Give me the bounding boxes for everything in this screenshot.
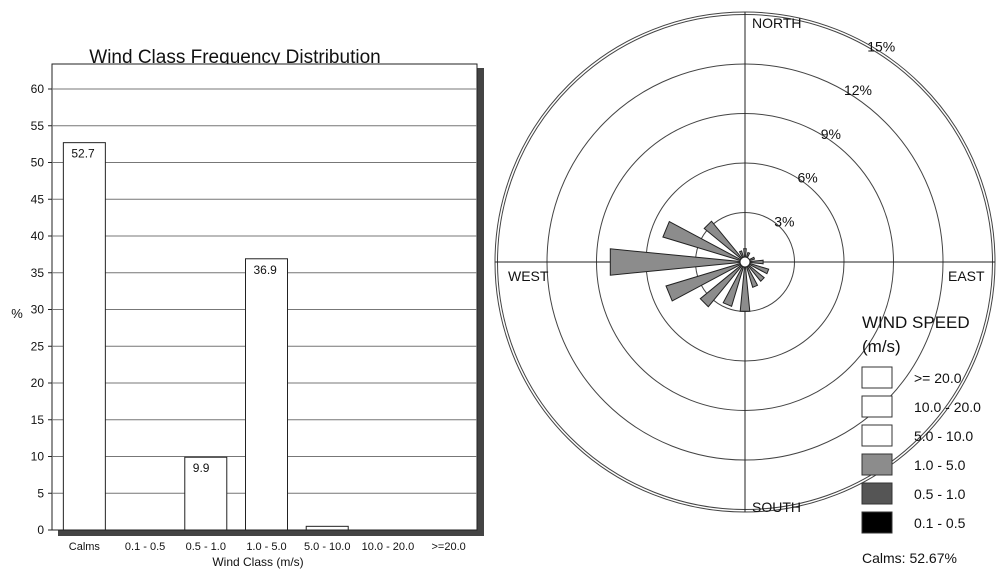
x-tick-label: >=20.0 bbox=[432, 541, 466, 553]
west-label: WEST bbox=[508, 268, 549, 284]
legend-swatch bbox=[861, 395, 893, 418]
legend-title: WIND SPEED bbox=[862, 313, 970, 332]
y-axis-ticks: 0 5 10 15 20 25 30 35 40 45 50 55 60 bbox=[31, 82, 52, 537]
legend-label: 1.0 - 5.0 bbox=[914, 457, 966, 473]
legend-swatch bbox=[861, 453, 893, 476]
legend-items: >= 20.0 10.0 - 20.0 5.0 - 10.0 1.0 - 5.0 0.5… bbox=[861, 366, 981, 534]
legend-swatch bbox=[861, 424, 893, 447]
legend-label: 10.0 - 20.0 bbox=[914, 399, 981, 415]
x-tick-label: Calms bbox=[69, 541, 101, 553]
ring-label: 6% bbox=[797, 170, 817, 186]
petal bbox=[748, 256, 756, 262]
legend-label: >= 20.0 bbox=[914, 370, 962, 386]
legend-label: 0.1 - 0.5 bbox=[914, 515, 966, 531]
y-tick-label: 15 bbox=[31, 413, 45, 427]
east-label: EAST bbox=[948, 268, 985, 284]
y-tick-label: 20 bbox=[31, 376, 45, 390]
bar-chart: Wind Class Frequency Distribution 0 5 10 15… bbox=[11, 47, 484, 569]
ring-label: 3% bbox=[774, 213, 794, 229]
petal bbox=[745, 251, 751, 259]
x-tick-label: 0.5 - 1.0 bbox=[186, 541, 226, 553]
ring-label: 12% bbox=[844, 82, 872, 98]
bar bbox=[184, 456, 228, 531]
legend-label: 0.5 - 1.0 bbox=[914, 486, 966, 502]
bars bbox=[62, 142, 349, 531]
calm-center bbox=[739, 256, 751, 268]
wind-rose: 3% 6% 9% 12% 15% NORTH SOUTH WEST EAST WIND … bbox=[494, 11, 996, 566]
legend: WIND SPEED (m/s) >= 20.0 10.0 - 20.0 5.0 -… bbox=[861, 313, 981, 566]
y-tick-label: 5 bbox=[37, 486, 44, 500]
y-tick-label: 35 bbox=[31, 266, 45, 280]
y-tick-label: 60 bbox=[31, 82, 45, 96]
y-tick-label: 25 bbox=[31, 339, 45, 353]
bar-chart-title: Wind Class Frequency Distribution bbox=[89, 47, 380, 68]
bar-data-labels: 52.7 9.9 36.9 bbox=[71, 147, 277, 476]
legend-swatch bbox=[861, 366, 893, 389]
legend-swatch bbox=[861, 511, 893, 534]
x-tick-label: 0.1 - 0.5 bbox=[125, 541, 165, 553]
south-label: SOUTH bbox=[752, 499, 801, 515]
y-tick-label: 40 bbox=[31, 229, 45, 243]
bar-data-label: 9.9 bbox=[193, 461, 210, 475]
y-axis-label: % bbox=[11, 306, 23, 321]
bar bbox=[245, 258, 288, 531]
ring-label: 15% bbox=[867, 38, 895, 54]
legend-label: 5.0 - 10.0 bbox=[914, 428, 973, 444]
calms-text: Calms: 52.67% bbox=[862, 550, 957, 566]
x-axis-ticks: Calms 0.1 - 0.5 0.5 - 1.0 1.0 - 5.0 5.0 - 10… bbox=[69, 541, 466, 553]
y-tick-label: 45 bbox=[31, 192, 45, 206]
ring-labels: 3% 6% 9% 12% 15% bbox=[774, 38, 895, 229]
bar bbox=[305, 525, 349, 531]
north-label: NORTH bbox=[752, 15, 802, 31]
x-axis-label: Wind Class (m/s) bbox=[212, 555, 303, 569]
x-tick-label: 1.0 - 5.0 bbox=[246, 541, 286, 553]
petal bbox=[749, 259, 764, 265]
bar bbox=[62, 142, 106, 531]
x-tick-label: 5.0 - 10.0 bbox=[304, 541, 350, 553]
y-tick-label: 50 bbox=[31, 156, 45, 170]
y-tick-label: 10 bbox=[31, 450, 45, 464]
x-tick-label: 10.0 - 20.0 bbox=[362, 541, 415, 553]
legend-unit: (m/s) bbox=[862, 337, 901, 356]
y-tick-label: 30 bbox=[31, 303, 45, 317]
legend-swatch bbox=[861, 482, 893, 505]
ring-label: 9% bbox=[821, 126, 841, 142]
y-tick-label: 0 bbox=[37, 523, 44, 537]
petal bbox=[743, 248, 747, 258]
y-tick-label: 55 bbox=[31, 119, 45, 133]
bar-data-label: 36.9 bbox=[254, 263, 278, 277]
petals bbox=[609, 220, 770, 312]
bar-data-label: 52.7 bbox=[71, 147, 95, 161]
